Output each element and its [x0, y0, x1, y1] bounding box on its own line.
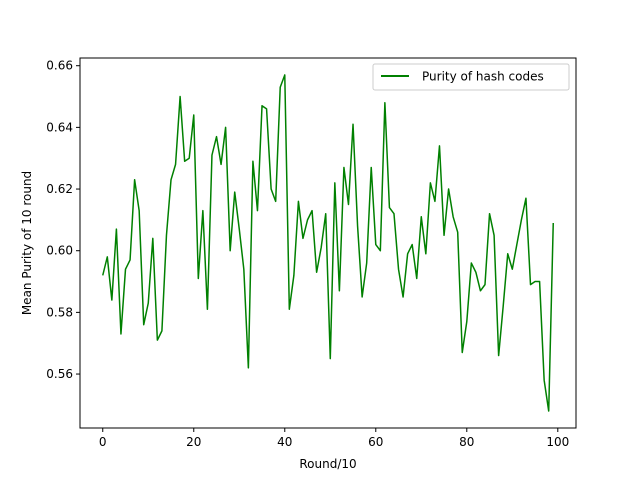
x-tick-label: 40 [277, 435, 292, 449]
y-tick-label: 0.62 [46, 182, 73, 196]
x-tick-label: 20 [186, 435, 201, 449]
x-axis-label: Round/10 [299, 457, 356, 471]
y-tick-label: 0.58 [46, 305, 73, 319]
series-layer [102, 74, 554, 412]
legend: Purity of hash codes [372, 63, 570, 91]
y-axis-label: Mean Purity of 10 round [20, 171, 34, 315]
x-tick-label: 100 [546, 435, 569, 449]
y-tick-label: 0.56 [46, 367, 73, 381]
y-tick-label: 0.66 [46, 59, 73, 73]
x-tick-label: 60 [368, 435, 383, 449]
x-tick-label: 80 [459, 435, 474, 449]
legend-box [372, 63, 570, 91]
x-tick-label: 0 [99, 435, 107, 449]
y-axis-ticks: 0.56 0.58 0.60 0.62 0.64 0.66 [46, 59, 80, 381]
series-line-0 [102, 74, 554, 412]
y-tick-label: 0.60 [46, 244, 73, 258]
y-tick-label: 0.64 [46, 120, 73, 134]
legend-entry-label: Purity of hash codes [422, 70, 544, 84]
plot-frame [79, 57, 577, 429]
x-axis-ticks: 0 20 40 60 80 100 [99, 428, 569, 449]
